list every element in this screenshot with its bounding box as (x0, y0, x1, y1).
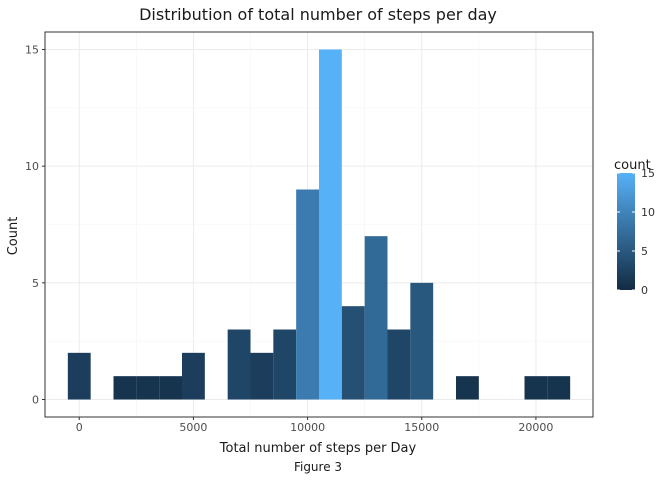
color-legend: count 0 5 10 15 (614, 158, 655, 297)
histogram-bar (341, 306, 365, 400)
figure-caption: Figure 3 (294, 460, 342, 474)
histogram-bar (296, 189, 319, 400)
panel-border (44, 31, 594, 418)
histogram-bar (319, 49, 342, 400)
x-tick-label: 10000 (290, 421, 325, 434)
legend-color-bar (617, 173, 635, 290)
legend-title: count (614, 158, 651, 173)
histogram-bar (182, 352, 205, 400)
y-axis-title: Count (6, 217, 21, 256)
histogram-bar (364, 236, 388, 400)
histogram-bar (250, 352, 274, 400)
legend-tick-label: 10 (641, 206, 655, 219)
y-tick-label: 0 (32, 394, 39, 407)
histogram-bar (524, 376, 548, 400)
legend-tick-label: 15 (641, 167, 655, 180)
x-tick-label: 15000 (404, 421, 439, 434)
y-tick-label: 5 (32, 277, 39, 290)
histogram-bar (227, 329, 251, 400)
histogram-bar (273, 329, 297, 400)
histogram-bar (410, 282, 434, 400)
histogram-bar (387, 329, 411, 400)
y-tick-label: 10 (25, 160, 39, 173)
histogram-bar (67, 352, 91, 400)
legend-tick-label: 5 (641, 245, 648, 258)
x-axis-ticks: 0 5000 10000 15000 20000 (76, 417, 553, 434)
legend-ticks: 0 5 10 15 (617, 167, 655, 297)
histogram-bar (456, 376, 479, 400)
histogram-bar (159, 376, 182, 400)
x-axis-title: Total number of steps per Day (219, 441, 417, 456)
legend-tick-label: 0 (641, 284, 648, 297)
histogram-bar (136, 376, 160, 400)
y-axis-ticks: 0 5 10 15 (25, 44, 45, 407)
x-tick-label: 0 (76, 421, 83, 434)
histogram-bar (547, 376, 571, 400)
x-tick-label: 5000 (179, 421, 207, 434)
x-tick-label: 20000 (518, 421, 553, 434)
bars (67, 49, 571, 400)
histogram-bar (113, 376, 137, 400)
y-tick-label: 15 (25, 44, 39, 57)
chart-title: Distribution of total number of steps pe… (139, 5, 497, 24)
